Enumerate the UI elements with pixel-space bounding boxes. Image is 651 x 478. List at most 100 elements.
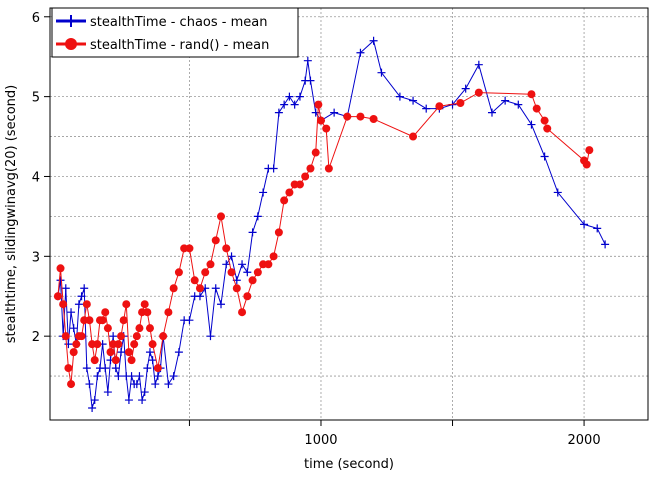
data-point: [324, 164, 333, 173]
data-point: [280, 100, 289, 109]
data-point: [409, 132, 418, 141]
data-point: [409, 96, 418, 105]
data-point: [174, 348, 183, 357]
plot-frame: [49, 7, 649, 421]
data-point: [306, 164, 315, 173]
data-point: [238, 260, 247, 269]
data-point: [377, 68, 386, 77]
data-point: [253, 268, 262, 277]
data-point: [80, 284, 89, 293]
data-point: [211, 284, 220, 293]
data-point: [140, 388, 149, 397]
data-point: [585, 146, 594, 155]
data-point: [456, 99, 465, 108]
data-point: [311, 148, 320, 157]
data-point: [211, 236, 220, 245]
data-point: [195, 292, 204, 301]
data-point: [64, 364, 73, 373]
data-point: [153, 364, 162, 373]
data-point: [553, 188, 562, 197]
data-point: [56, 276, 65, 285]
data-point: [474, 88, 483, 97]
data-point: [301, 172, 310, 181]
data-point: [82, 364, 91, 373]
data-point: [88, 404, 97, 413]
data-point: [540, 116, 549, 125]
data-point: [295, 92, 304, 101]
data-point: [322, 124, 331, 133]
data-point: [422, 104, 431, 113]
data-point: [135, 324, 144, 333]
data-point: [72, 340, 81, 349]
data-point: [67, 380, 76, 389]
x-tick-label: 2000: [568, 433, 601, 448]
data-point: [582, 160, 591, 169]
data-point: [248, 228, 257, 237]
data-point: [593, 224, 602, 233]
data-point: [174, 268, 183, 277]
data-point: [77, 332, 86, 341]
data-point: [64, 340, 73, 349]
data-point: [138, 396, 147, 405]
legend-swatch-marker: [65, 38, 77, 50]
data-point: [206, 260, 215, 269]
data-point: [285, 188, 294, 197]
data-point: [185, 316, 194, 325]
data-point: [501, 96, 510, 105]
data-point: [474, 60, 483, 69]
data-point: [527, 120, 536, 129]
data-point: [580, 220, 589, 229]
data-point: [253, 212, 262, 221]
data-point: [232, 284, 241, 293]
data-point: [514, 100, 523, 109]
data-point: [227, 252, 236, 261]
data-point: [117, 332, 126, 341]
data-point: [98, 316, 107, 325]
data-point: [169, 372, 178, 381]
data-point: [369, 36, 378, 45]
series-line: [57, 39, 606, 409]
data-point: [303, 56, 312, 65]
data-point: [124, 348, 133, 357]
data-point: [111, 364, 120, 373]
data-point: [269, 252, 278, 261]
data-point: [290, 100, 299, 109]
data-point: [106, 348, 115, 357]
data-point: [285, 92, 294, 101]
data-point: [109, 332, 118, 341]
data-point: [148, 340, 157, 349]
data-point: [143, 364, 152, 373]
data-point: [435, 102, 444, 111]
data-point: [77, 292, 86, 301]
data-point: [61, 284, 70, 293]
data-point: [153, 372, 162, 381]
data-point: [93, 372, 102, 381]
data-point: [145, 324, 154, 333]
data-point: [135, 372, 144, 381]
data-point: [369, 114, 378, 123]
data-point: [264, 260, 273, 269]
y-tick-label: 4: [32, 170, 40, 185]
x-axis-label: time (second): [304, 457, 394, 472]
data-point: [127, 372, 136, 381]
data-point: [148, 356, 157, 365]
y-axis-label: stealthtime, slidingwinavg(20) (second): [4, 85, 19, 344]
data-point: [132, 380, 141, 389]
data-point: [280, 196, 289, 205]
data-point: [53, 292, 62, 301]
data-point: [222, 260, 231, 269]
data-point: [69, 348, 78, 357]
data-point: [143, 308, 152, 317]
data-point: [90, 356, 99, 365]
data-point: [114, 372, 123, 381]
x-tick-label: 1000: [304, 433, 337, 448]
data-point: [356, 112, 365, 121]
data-point: [130, 340, 139, 349]
legend-label: stealthTime - rand() - mean: [90, 38, 269, 53]
data-point: [295, 180, 304, 189]
data-point: [316, 116, 325, 125]
data-point: [56, 264, 65, 273]
data-point: [395, 92, 404, 101]
data-point: [85, 380, 94, 389]
